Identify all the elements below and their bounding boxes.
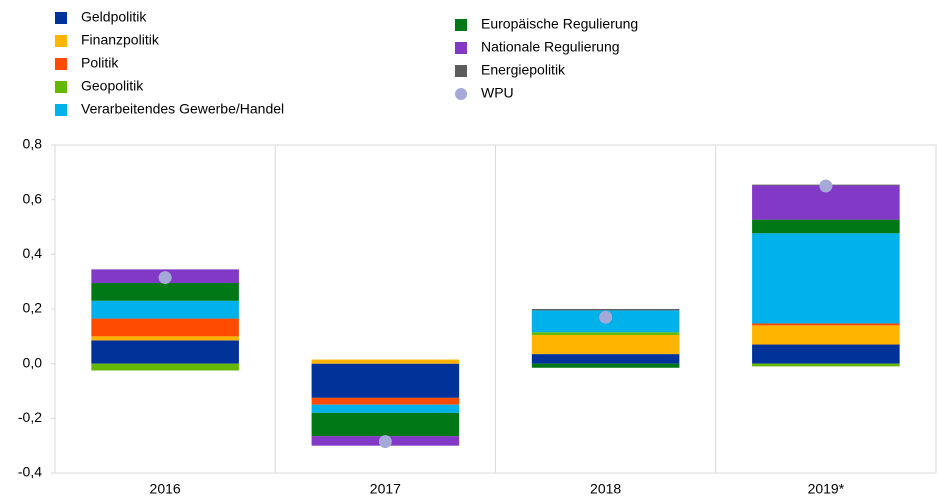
legend-label: Geldpolitik	[81, 9, 147, 25]
bar-segment	[91, 363, 239, 371]
bar-segment	[752, 363, 900, 367]
legend-label: Politik	[81, 55, 119, 71]
bar-segment	[91, 340, 239, 364]
x-tick-label: 2018	[590, 481, 621, 497]
x-tick-label: 2019*	[808, 481, 845, 497]
legend-label: Energiepolitik	[481, 62, 566, 78]
legend-swatch	[455, 88, 467, 100]
legend-swatch	[55, 35, 67, 47]
legend-label: WPU	[481, 85, 514, 101]
bar-segment	[752, 233, 900, 324]
bar-segment	[311, 397, 460, 405]
y-tick-label: 0,2	[23, 300, 43, 316]
bar-segment	[531, 332, 680, 335]
bar-segment	[531, 354, 680, 364]
y-tick-label: 0,0	[23, 354, 43, 370]
wpu-point	[599, 310, 613, 324]
y-tick-label: 0,4	[23, 245, 43, 261]
bar-segment	[531, 363, 680, 368]
wpu-point	[819, 179, 833, 193]
bar-segment	[531, 334, 680, 355]
legend-swatch	[55, 81, 67, 93]
bar-segment	[91, 318, 239, 337]
bar-segment	[91, 283, 239, 301]
legend-swatch	[55, 58, 67, 70]
legend-label: Verarbeitendes Gewerbe/Handel	[81, 101, 284, 117]
bar-segment	[752, 344, 900, 364]
legend-swatch	[455, 19, 467, 31]
bar-segment	[311, 404, 460, 413]
legend-label: Finanzpolitik	[81, 32, 160, 48]
legend-label: Geopolitik	[81, 78, 144, 94]
bar-segment	[91, 336, 239, 341]
legend-swatch	[455, 42, 467, 54]
x-tick-label: 2017	[370, 481, 401, 497]
bar-segment	[752, 325, 900, 345]
legend-swatch	[455, 65, 467, 77]
wpu-point	[378, 435, 392, 449]
bar-segment	[311, 363, 460, 398]
bar-segment	[311, 412, 460, 437]
bar-segment	[91, 300, 239, 319]
legend-swatch	[55, 12, 67, 24]
wpu-point	[158, 271, 172, 285]
legend-label: Europäische Regulierung	[481, 16, 638, 32]
y-tick-label: -0,2	[18, 409, 42, 425]
legend-label: Nationale Regulierung	[481, 39, 620, 55]
bar-segment	[752, 219, 900, 234]
bar-segment	[311, 359, 460, 364]
legend-swatch	[55, 104, 67, 116]
x-tick-label: 2016	[150, 481, 181, 497]
y-tick-label: 0,8	[23, 136, 43, 152]
bar-segment	[531, 309, 680, 311]
bar-segment	[752, 323, 900, 326]
y-tick-label: -0,4	[18, 464, 42, 480]
y-tick-label: 0,6	[23, 190, 43, 206]
